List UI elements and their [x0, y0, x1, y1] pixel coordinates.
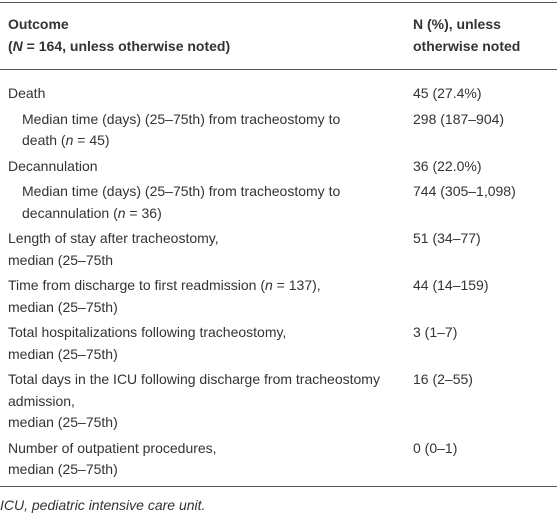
- label-line: Time from discharge to first readmission…: [8, 275, 413, 297]
- row: Time from discharge to first readmission…: [0, 273, 557, 320]
- value-cell: 744 (305–1,098): [413, 183, 516, 199]
- text: Total days in the ICU following discharg…: [8, 371, 380, 387]
- row: Median time (days) (25–75th) from trache…: [0, 107, 557, 154]
- label-cell: Decannulation: [0, 154, 413, 180]
- header-cell: N (%), unless otherwise noted: [413, 2, 557, 70]
- text: = 137),: [272, 277, 321, 293]
- text: death (: [22, 132, 66, 148]
- row: Length of stay after tracheostomy, median…: [0, 226, 557, 273]
- text: = 164, unless otherwise noted): [22, 38, 231, 54]
- text: median (25–75th): [8, 345, 118, 362]
- header-line: (N = 164, unless otherwise noted): [8, 35, 413, 57]
- value-cell: 16 (2–55): [413, 371, 473, 387]
- row: Total hospitalizations following tracheo…: [0, 320, 557, 367]
- header-cell: Outcome (N = 164, unless otherwise noted…: [0, 2, 413, 70]
- footnote: ICU, pediatric intensive care unit.: [0, 496, 206, 513]
- label-cell: Time from discharge to first readmission…: [0, 273, 413, 320]
- value-cell: 45 (27.4%): [413, 85, 482, 101]
- table-header: Outcome (N = 164, unless otherwise noted…: [0, 2, 557, 70]
- label-cell: Median time (days) (25–75th) from trache…: [0, 179, 413, 226]
- label-cell: Total days in the ICU following discharg…: [0, 367, 413, 436]
- label-cell: Number of outpatient procedures, median (…: [0, 436, 413, 487]
- value-cell: 36 (22.0%): [413, 157, 482, 174]
- table: Outcome (N = 164, unless otherwise noted…: [0, 2, 557, 487]
- text: Total hospitalizations following tracheo…: [8, 324, 287, 340]
- label-cell: Death: [0, 70, 413, 107]
- value-cell: 44 (14–159): [413, 277, 489, 293]
- table-body: Death 45 (27.4%) Median time (days) (25–7…: [0, 70, 557, 487]
- text: median (25–75th): [8, 298, 118, 315]
- value-cell: 0 (0–1): [413, 439, 458, 456]
- text: admission,: [8, 392, 75, 409]
- value-cell: 3 (1–7): [413, 324, 458, 340]
- text: Decannulation: [8, 157, 98, 174]
- row: Total days in the ICU following discharg…: [0, 367, 557, 436]
- text: (: [8, 38, 13, 54]
- text: n: [65, 132, 74, 148]
- text: median (25–75th): [8, 414, 118, 430]
- value-cell: 51 (34–77): [413, 230, 481, 246]
- label-cell: Median time (days) (25–75th) from trache…: [0, 107, 413, 154]
- text: median (25–75th): [8, 461, 118, 477]
- text: Number of outpatient procedures,: [8, 439, 217, 456]
- text: Outcome: [8, 16, 69, 32]
- text: decannulation (: [22, 204, 118, 221]
- header-row: Outcome (N = 164, unless otherwise noted…: [0, 2, 557, 70]
- text: n: [265, 277, 273, 293]
- text: n: [117, 204, 126, 221]
- header-line: N (%), unless: [413, 16, 501, 32]
- text: N: [12, 38, 23, 54]
- label-cell: Total hospitalizations following tracheo…: [0, 320, 413, 367]
- text: Death: [8, 85, 46, 101]
- label-cell: Length of stay after tracheostomy, median…: [0, 226, 413, 273]
- text: = 45): [73, 132, 110, 148]
- row: Median time (days) (25–75th) from trache…: [0, 179, 557, 226]
- label-line: decannulation (n = 36): [22, 203, 413, 225]
- text: median (25–75th: [8, 251, 114, 268]
- text: Median time (days) (25–75th) from trache…: [22, 183, 341, 199]
- text: Length of stay after tracheostomy,: [8, 230, 219, 246]
- header-line: otherwise noted: [413, 38, 521, 54]
- header-line: Outcome: [8, 13, 413, 35]
- row: Death 45 (27.4%): [0, 70, 557, 107]
- text: Time from discharge to first readmission…: [8, 277, 265, 293]
- row: Number of outpatient procedures, median (…: [0, 436, 557, 487]
- label-line: death (n = 45): [22, 130, 413, 152]
- text: Median time (days) (25–75th) from trache…: [22, 110, 341, 127]
- value-cell: 298 (187–904): [413, 110, 505, 127]
- row: Decannulation 36 (22.0%): [0, 154, 557, 180]
- text: = 36): [125, 204, 162, 221]
